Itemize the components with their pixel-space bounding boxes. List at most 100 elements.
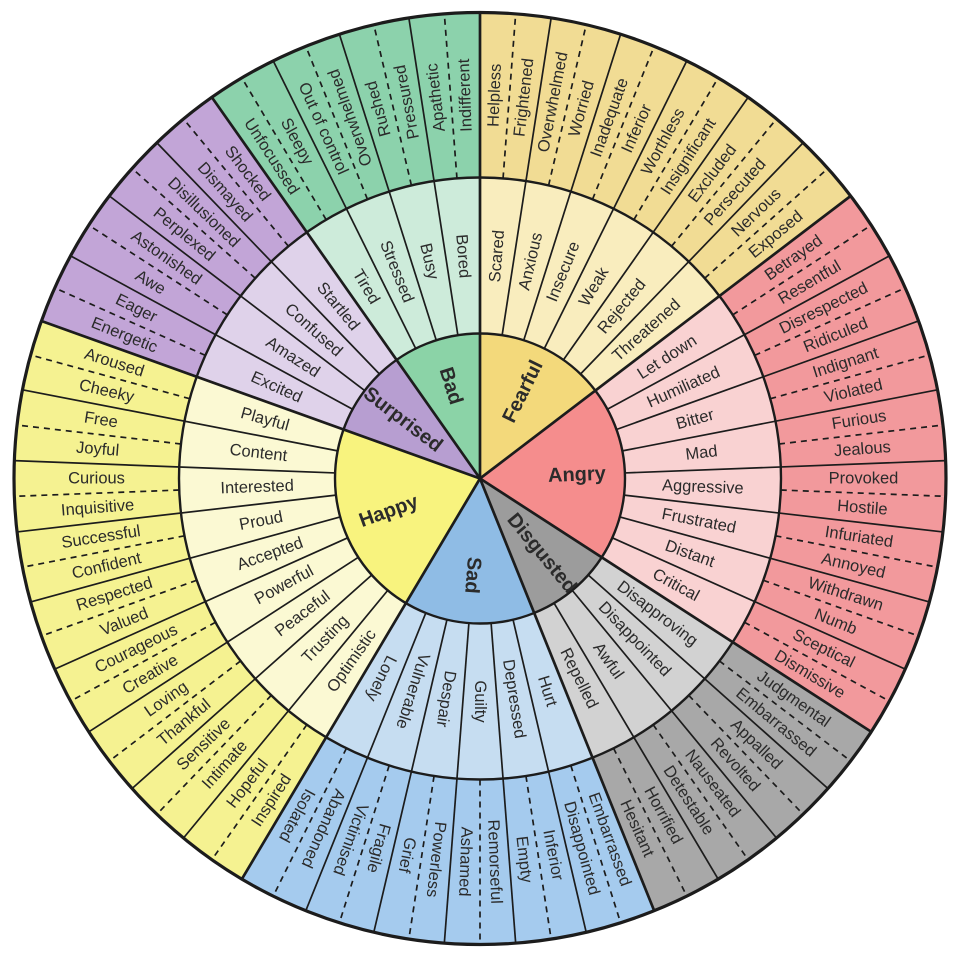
core-wedge-bad [396,333,480,479]
outer-segment-withdrawn [763,558,930,637]
middle-ring-border [177,176,783,781]
outer-segment-embarrassed [704,660,851,789]
outer-segment-empty [503,775,552,944]
middle-segment-proud [180,495,341,559]
outer-label-ashamed: Ashamed [455,827,476,897]
middle-segment-stressed [346,191,437,349]
outer-segment-sleepy [241,60,347,220]
outer-segment-overwhelmed [305,34,390,200]
outer-segment-grief [373,771,435,940]
outer-segment-isolated [241,737,347,897]
outer-segment-unfocussed [211,77,327,233]
middle-segment-bitter [616,376,776,451]
middle-segment-lonely [326,603,426,758]
core-wedge-sad [405,478,535,624]
middle-segment-threatened [580,261,720,391]
middle-segment-mad [622,421,781,473]
middle-segment-insecure [523,191,614,349]
middle-segment-peaceful [227,557,372,679]
outer-segment-hesitant [592,748,687,911]
core-wedge-angry [480,390,625,558]
middle-segment-vulnerable [367,612,447,772]
outer-segment-joyful [14,425,181,467]
middle-segment-powerful [205,537,359,643]
outer-rim [12,10,948,947]
middle-segment-disapproving [588,557,733,679]
middle-segment-rejected [563,232,689,375]
middle-segment-humiliated [607,334,764,430]
middle-segment-disappointed [572,574,705,711]
core-wedge-surprised [343,359,480,479]
middle-label-interested: Interested [220,477,294,498]
outer-segment-hostile [779,490,946,532]
outer-segment-sensitive [132,678,272,815]
middle-label-bored: Bored [452,234,473,279]
outer-segment-confident [22,535,190,602]
outer-segment-apathetic [408,13,457,182]
outer-segment-jealous [779,425,946,467]
outer-segment-ridiculed [754,287,919,377]
outer-segment-inspired [211,724,327,880]
outer-segment-inferior [525,771,587,940]
middle-label-aggressive: Aggressive [662,476,744,497]
outer-segment-embarrassed [570,757,655,923]
outer-segment-revolted [671,695,804,839]
middle-segment-amazed [215,296,365,410]
outer-label-free: Free [83,408,119,431]
outer-label-empty: Empty [512,835,535,884]
outer-segment-worthless [613,60,719,220]
outer-segment-cheeky [22,355,190,422]
outer-segment-energetic [41,287,206,377]
middle-segment-awful [554,590,672,738]
middle-segment-despair [411,619,469,779]
outer-segment-horrified [613,737,719,897]
outer-segment-persecuted [671,118,804,262]
middle-segment-trusting [255,574,388,711]
outer-label-jealous: Jealous [833,438,891,460]
core-wedge-disgusted [480,478,602,613]
outer-segment-sceptical [744,601,906,702]
outer-segment-respected [30,558,197,637]
outer-segment-disillusioned [132,142,272,279]
middle-segment-let-down [595,296,745,410]
outer-label-joyful: Joyful [75,439,119,460]
middle-segment-scared [480,177,526,336]
middle-label-scared: Scared [486,229,508,283]
middle-segment-weak [544,208,654,360]
outer-segment-frightened [503,13,552,182]
outer-segment-fragile [339,765,412,933]
outer-segment-disrespected [744,255,906,356]
outer-label-indifferent: Indifferent [455,58,476,132]
middle-segment-accepted [189,516,348,602]
outer-segment-provoked [780,460,946,497]
outer-label-provoked: Provoked [829,470,899,488]
outer-segment-insignificant [633,77,749,233]
middle-segment-guilty [456,623,504,780]
outer-segment-victimised [305,757,390,923]
outer-segment-aroused [30,320,197,399]
outer-segment-valued [41,580,206,670]
outer-label-remorseful: Remorseful [484,819,505,904]
outer-segment-ashamed [444,778,480,945]
middle-segment-frustrated [619,495,780,559]
outer-label-inquisitive: Inquisitive [60,496,135,520]
outer-segment-detestable [633,724,749,880]
outer-segment-astonished [88,195,241,315]
outer-segment-overwhelmed [525,17,587,186]
outer-segment-nauseated [653,710,777,860]
outer-segment-disappointed [548,765,621,933]
outer-segment-numb [754,580,919,670]
middle-segment-anxious [502,181,571,341]
outer-segment-inferior [592,46,687,209]
core-wedge-happy [335,429,480,604]
middle-segment-busy [389,181,458,341]
outer-segment-hopeful [183,710,307,860]
outer-segment-helpless [480,12,516,179]
middle-segment-distant [612,516,771,602]
outer-segment-abandoned [273,748,368,911]
outer-segment-furious [775,389,943,444]
outer-segment-intimate [156,695,289,839]
middle-segment-interested [179,466,336,514]
middle-segment-depressed [491,619,549,779]
